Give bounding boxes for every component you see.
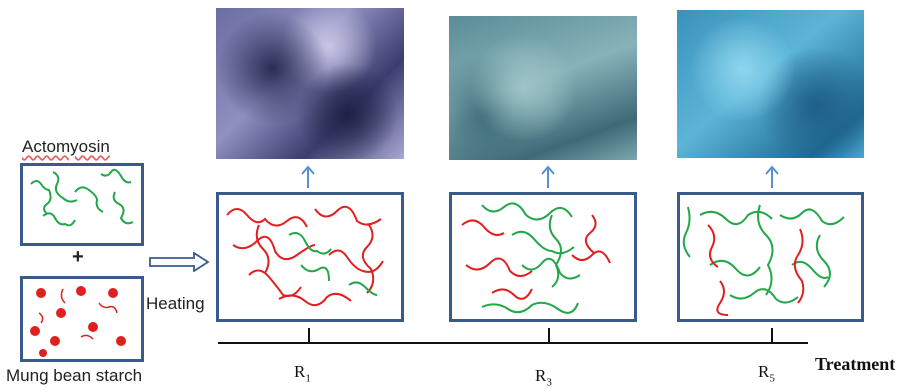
treatment-label-r3: R3: [535, 366, 552, 388]
network-box-r5: [677, 192, 864, 322]
heating-arrow-icon: [149, 252, 210, 272]
micrograph-r3: [449, 16, 637, 160]
actomyosin-label: Actomyosin: [22, 137, 110, 156]
arrow-up-icon: [765, 165, 779, 188]
network-box-r3: [449, 192, 637, 322]
treatment-subscript: 3: [546, 376, 552, 389]
arrow-up-icon: [301, 165, 315, 188]
tick-r5: [771, 328, 773, 344]
treatment-axis-title: Treatment: [815, 354, 896, 374]
treatment-axis-line: [218, 342, 808, 344]
starch-box: [20, 276, 144, 362]
starch-granules: [30, 286, 126, 357]
micrograph-r1: [216, 8, 404, 159]
tick-r3: [548, 328, 550, 344]
heating-label: Heating: [146, 294, 205, 313]
micrograph-r5: [677, 10, 864, 158]
treatment-label-r5: R5: [758, 362, 775, 384]
tick-r1: [308, 328, 310, 344]
network-strands-r3: [461, 202, 611, 314]
network-box-r1: [216, 192, 404, 322]
treatment-letter: R: [758, 362, 770, 381]
treatment-letter: R: [294, 362, 306, 381]
actomyosin-box: [20, 163, 144, 246]
arrow-up-icon: [541, 165, 555, 188]
treatment-subscript: 1: [305, 372, 311, 385]
plus-sign: +: [72, 246, 84, 268]
starch-label: Mung bean starch: [6, 366, 143, 385]
network-strands-r5: [682, 204, 845, 316]
treatment-label-r1: R1: [294, 362, 311, 384]
treatment-subscript: 5: [769, 372, 775, 385]
treatment-letter: R: [535, 366, 547, 385]
actomyosin-strands: [30, 168, 134, 227]
network-strands-r1: [226, 205, 384, 307]
